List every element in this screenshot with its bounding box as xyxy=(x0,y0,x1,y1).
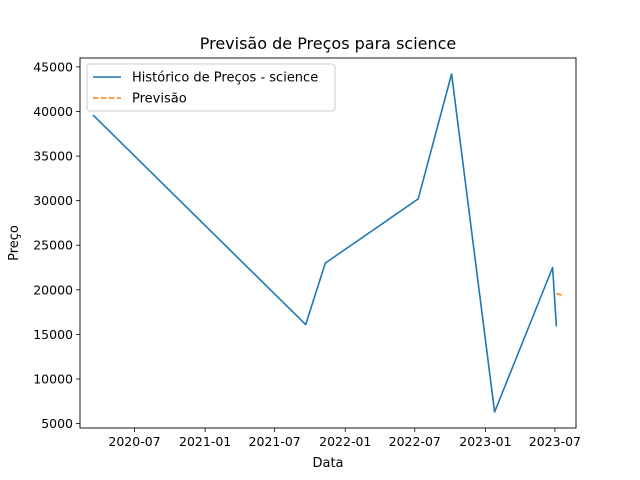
y-tick-label: 30000 xyxy=(33,193,73,208)
y-axis: 5000 10000 15000 20000 25000 30000 35000 40000 4… xyxy=(33,59,80,431)
series-line-2 xyxy=(556,292,565,297)
y-tick-label: 35000 xyxy=(33,149,73,164)
legend: Histórico de Preços - science Previsão xyxy=(86,63,336,112)
y-axis-label: Preço xyxy=(7,225,22,261)
chart-title: Previsão de Preços para science xyxy=(200,34,457,53)
y-tick-label: 45000 xyxy=(33,59,73,74)
x-tick-label: 2023-01 xyxy=(459,434,511,449)
y-tick-label: 15000 xyxy=(33,327,73,342)
x-tick-label: 2022-07 xyxy=(389,434,441,449)
y-tick-label: 20000 xyxy=(33,282,73,297)
y-tick-label: 40000 xyxy=(33,104,73,119)
axes-frame xyxy=(79,57,577,429)
x-axis: 2020-07 2021-01 2021-07 2022-01 2022-07 2023-… xyxy=(108,428,581,449)
y-tick-label: 10000 xyxy=(33,371,73,386)
x-tick-label: 2021-01 xyxy=(179,434,231,449)
legend-box xyxy=(86,63,336,112)
legend-label: Previsão xyxy=(132,92,187,107)
y-tick-label: 5000 xyxy=(41,416,73,431)
x-tick-label: 2022-01 xyxy=(319,434,371,449)
x-axis-label: Data xyxy=(312,456,343,471)
x-tick-label: 2020-07 xyxy=(108,434,160,449)
plot-area xyxy=(92,73,565,413)
x-tick-label: 2021-07 xyxy=(249,434,301,449)
y-tick-label: 25000 xyxy=(33,238,73,253)
series-line-1 xyxy=(92,73,558,413)
x-tick-label: 2023-07 xyxy=(529,434,581,449)
legend-label: Histórico de Preços - science xyxy=(132,71,318,86)
